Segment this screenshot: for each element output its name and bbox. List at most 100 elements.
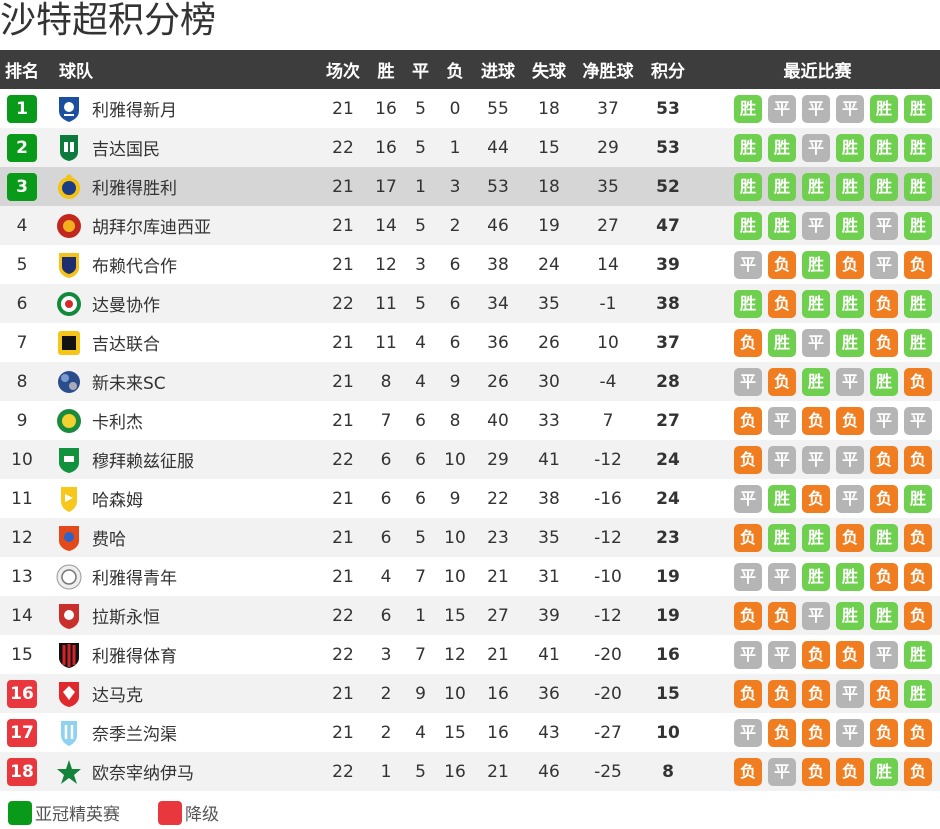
- table-row[interactable]: 1 利雅得新月 21 16 5 0 55 18 37 53 胜平平平胜胜: [0, 89, 940, 128]
- goals-for-cell: 34: [487, 293, 509, 314]
- rank-badge: 17: [7, 718, 37, 747]
- lost-cell: 6: [449, 293, 461, 314]
- team-link[interactable]: 达曼协作: [44, 290, 318, 318]
- points-cell: 16: [656, 644, 680, 665]
- goals-against-cell: 43: [538, 722, 560, 743]
- team-link[interactable]: 利雅得新月: [44, 95, 318, 123]
- form-badge: 胜: [802, 250, 830, 279]
- form-badge: 胜: [836, 172, 864, 201]
- team-link[interactable]: 哈森姆: [44, 485, 318, 513]
- table-row[interactable]: 2 吉达国民 22 16 5 1 44 15 29 53 胜胜平胜胜胜: [0, 128, 940, 167]
- lost-cell: 15: [444, 605, 466, 626]
- team-link[interactable]: 利雅得体育: [44, 641, 318, 669]
- lost-cell: 16: [444, 761, 466, 782]
- team-link[interactable]: 费哈: [44, 524, 318, 552]
- form-badge: 胜: [802, 367, 830, 396]
- form-badge: 平: [734, 484, 762, 513]
- table-row[interactable]: 14 拉斯永恒 22 6 1 15 27 39 -12 19 负负平胜胜负: [0, 596, 940, 635]
- team-link[interactable]: 吉达联合: [44, 329, 318, 357]
- form-badge: 负: [904, 250, 932, 279]
- team-link[interactable]: 利雅得胜利: [44, 173, 318, 201]
- team-link[interactable]: 拉斯永恒: [44, 602, 318, 630]
- form-badge: 平: [768, 94, 796, 123]
- team-name: 利雅得体育: [92, 647, 177, 667]
- table-row[interactable]: 9 卡利杰 21 7 6 8 40 33 7 27 负平负负平平: [0, 401, 940, 440]
- form-badge: 平: [768, 445, 796, 474]
- table-row[interactable]: 17 奈季兰沟渠 21 2 4 15 16 43 -27 10 平负负平负负: [0, 713, 940, 752]
- header-goals-against[interactable]: 失球: [532, 62, 566, 82]
- goals-for-cell: 21: [487, 644, 509, 665]
- header-played[interactable]: 场次: [326, 62, 360, 82]
- won-cell: 6: [380, 527, 392, 548]
- header-drawn[interactable]: 平: [412, 62, 429, 82]
- header-goals-for[interactable]: 进球: [481, 62, 515, 82]
- team-link[interactable]: 胡拜尔库迪西亚: [44, 212, 318, 240]
- form-badge: 胜: [870, 172, 898, 201]
- goals-against-cell: 18: [538, 98, 560, 119]
- drawn-cell: 1: [415, 605, 426, 626]
- team-link[interactable]: 达马克: [44, 680, 318, 708]
- table-row[interactable]: 4 胡拜尔库迪西亚 21 14 5 2 46 19 27 47 胜胜平胜平胜: [0, 206, 940, 245]
- team-link[interactable]: 布赖代合作: [44, 251, 318, 279]
- goals-for-cell: 16: [487, 683, 509, 704]
- points-cell: 23: [656, 527, 680, 548]
- drawn-cell: 9: [415, 683, 426, 704]
- recent-form: 负胜平胜负胜: [695, 328, 940, 357]
- team-link[interactable]: 穆拜赖兹征服: [44, 446, 318, 474]
- team-name: 胡拜尔库迪西亚: [92, 218, 211, 238]
- points-cell: 15: [656, 683, 680, 704]
- table-row[interactable]: 3 利雅得胜利 21 17 1 3 53 18 35 52 胜胜胜胜胜胜: [0, 167, 940, 206]
- table-row[interactable]: 15 利雅得体育 22 3 7 12 21 41 -20 16 平平负负平胜: [0, 635, 940, 674]
- header-team[interactable]: 球队: [59, 62, 93, 82]
- goals-against-cell: 15: [538, 137, 560, 158]
- goals-against-cell: 39: [538, 605, 560, 626]
- form-badge: 平: [904, 406, 932, 435]
- form-badge: 胜: [870, 757, 898, 786]
- form-badge: 负: [802, 718, 830, 747]
- table-row[interactable]: 16 达马克 21 2 9 10 16 36 -20 15 负负负平负胜: [0, 674, 940, 713]
- points-cell: 24: [656, 449, 680, 470]
- form-badge: 负: [836, 406, 864, 435]
- form-badge: 胜: [734, 172, 762, 201]
- won-cell: 11: [375, 332, 397, 353]
- form-badge: 平: [734, 367, 762, 396]
- played-cell: 22: [332, 137, 354, 158]
- rank-badge: 4: [16, 215, 28, 236]
- form-badge: 胜: [870, 94, 898, 123]
- played-cell: 22: [332, 293, 354, 314]
- team-link[interactable]: 吉达国民: [44, 134, 318, 162]
- team-link[interactable]: 卡利杰: [44, 407, 318, 435]
- table-row[interactable]: 13 利雅得青年 21 4 7 10 21 31 -10 19 平平胜胜负负: [0, 557, 940, 596]
- rank-badge: 12: [11, 527, 33, 548]
- drawn-cell: 3: [415, 254, 426, 275]
- team-link[interactable]: 欧奈宰纳伊马: [44, 758, 318, 786]
- form-badge: 胜: [734, 289, 762, 318]
- table-row[interactable]: 10 穆拜赖兹征服 22 6 6 10 29 41 -12 24 负平平平负负: [0, 440, 940, 479]
- header-won[interactable]: 胜: [377, 62, 395, 82]
- table-row[interactable]: 12 费哈 21 6 5 10 23 35 -12 23 负胜胜负胜负: [0, 518, 940, 557]
- team-name: 布赖代合作: [92, 257, 177, 277]
- goal-difference-cell: 29: [597, 137, 619, 158]
- table-row[interactable]: 8 新未来SC 21 8 4 9 26 30 -4 28 平负胜平胜负: [0, 362, 940, 401]
- table-row[interactable]: 7 吉达联合 21 11 4 6 36 26 10 37 负胜平胜负胜: [0, 323, 940, 362]
- team-link[interactable]: 新未来SC: [44, 368, 318, 396]
- header-points[interactable]: 积分: [651, 62, 685, 82]
- header-rank[interactable]: 排名: [5, 62, 39, 82]
- table-row[interactable]: 18 欧奈宰纳伊马 22 1 5 16 21 46 -25 8 负平负负胜负: [0, 752, 940, 791]
- drawn-cell: 4: [415, 722, 426, 743]
- table-row[interactable]: 6 达曼协作 22 11 5 6 34 35 -1 38 胜负胜胜负胜: [0, 284, 940, 323]
- form-badge: 平: [802, 94, 830, 123]
- table-row[interactable]: 5 布赖代合作 21 12 3 6 38 24 14 39 平负胜负平负: [0, 245, 940, 284]
- team-link[interactable]: 利雅得青年: [44, 563, 318, 591]
- drawn-cell: 4: [415, 332, 426, 353]
- goals-for-cell: 21: [487, 761, 509, 782]
- header-lost[interactable]: 负: [446, 62, 464, 82]
- form-badge: 胜: [904, 484, 932, 513]
- won-cell: 1: [380, 761, 392, 782]
- form-badge: 胜: [836, 133, 864, 162]
- goals-for-cell: 23: [487, 527, 509, 548]
- header-goal-difference[interactable]: 净胜球: [582, 62, 634, 82]
- table-row[interactable]: 11 哈森姆 21 6 6 9 22 38 -16 24 平胜负平负胜: [0, 479, 940, 518]
- form-badge: 平: [734, 640, 762, 669]
- team-link[interactable]: 奈季兰沟渠: [44, 719, 318, 747]
